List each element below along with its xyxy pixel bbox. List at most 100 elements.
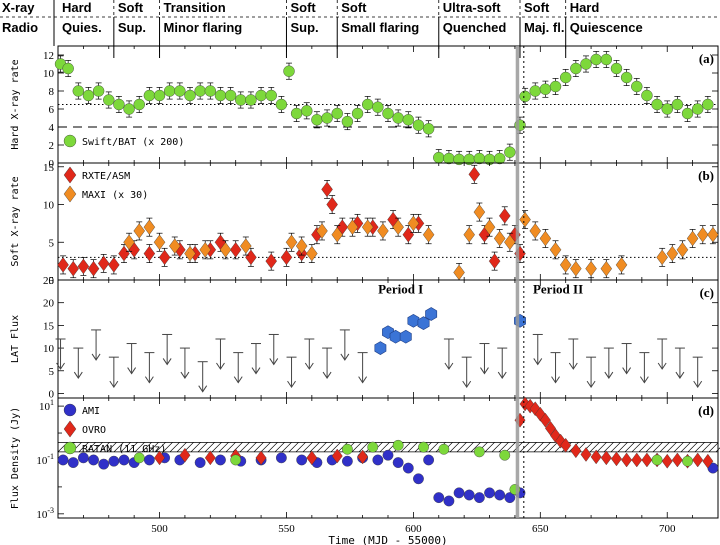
legend-label: OVRO: [82, 425, 106, 436]
data-point-diamond: [402, 226, 415, 243]
data-point-diamond: [143, 219, 156, 235]
band-hatch: [218, 442, 229, 453]
data-point-circle: [311, 114, 323, 126]
data-point-diamond: [463, 226, 475, 243]
data-point-diamond: [661, 453, 673, 469]
data-point-circle: [184, 89, 196, 102]
data-point-diamond: [184, 245, 196, 262]
data-point-diamond: [570, 260, 582, 277]
band-hatch: [267, 442, 278, 453]
data-point-circle: [361, 98, 374, 111]
band-hatch: [190, 442, 201, 453]
band-hatch: [547, 442, 558, 453]
data-point-circle: [549, 80, 562, 93]
upper-limit-arrow: [304, 362, 314, 370]
data-point-circle: [661, 103, 673, 115]
data-point-circle: [204, 85, 217, 97]
data-point-circle: [265, 89, 277, 102]
y-tick-label: 15: [43, 162, 55, 174]
data-point-diamond: [158, 249, 171, 266]
data-point-diamond: [493, 230, 506, 247]
band-hatch: [211, 442, 222, 453]
data-point-circle: [372, 454, 384, 466]
upper-limit-arrow: [91, 353, 101, 361]
y-tick-label: 20: [43, 298, 55, 310]
data-point-diamond: [590, 449, 602, 465]
data-point-circle: [423, 454, 435, 466]
data-point-circle: [681, 107, 694, 120]
upper-limit-arrow: [144, 376, 154, 384]
band-hatch: [288, 442, 299, 453]
data-point-circle: [63, 403, 77, 417]
band-hatch: [148, 442, 159, 453]
data-point-circle: [92, 85, 105, 97]
data-point-circle: [433, 151, 445, 164]
data-point-circle: [682, 455, 693, 467]
y-tick-label: 5: [49, 366, 55, 378]
y-tick-label: 10: [43, 343, 55, 355]
data-point-circle: [382, 449, 394, 461]
data-point-diamond: [692, 452, 704, 468]
data-point-circle: [418, 441, 429, 453]
band-hatch: [295, 442, 306, 453]
data-point-circle: [290, 107, 303, 120]
data-point-circle: [98, 458, 110, 470]
data-point-diamond: [631, 452, 643, 468]
legend-label: RATAN (11 GHz): [82, 444, 166, 455]
band-hatch: [260, 442, 271, 453]
data-point-diamond: [534, 406, 546, 422]
data-point-circle: [153, 89, 166, 102]
band-hatch: [624, 442, 635, 453]
data-point-circle: [194, 457, 206, 468]
data-point-circle: [382, 107, 394, 120]
data-point-diamond: [108, 257, 120, 273]
upper-limit-arrow: [109, 380, 119, 389]
data-point-diamond: [280, 249, 293, 266]
upper-limit-arrow: [551, 376, 560, 384]
band-hatch: [162, 442, 173, 453]
y-tick-label: 2: [49, 140, 55, 152]
data-point-diamond: [559, 257, 572, 273]
band-hatch: [379, 442, 390, 453]
data-point-diamond: [179, 447, 191, 463]
data-point-diamond: [707, 226, 719, 243]
band-hatch: [309, 442, 320, 453]
data-point-diamond: [702, 453, 714, 469]
data-point-circle: [275, 98, 288, 111]
data-point-circle: [671, 98, 684, 111]
upper-limit-arrow: [639, 376, 649, 384]
band-hatch: [407, 442, 418, 453]
data-point-diamond: [316, 223, 328, 239]
band-hatch: [659, 442, 670, 453]
data-point-diamond: [295, 238, 308, 254]
data-point-circle: [214, 89, 227, 102]
data-point-circle: [539, 83, 552, 95]
radio-state-label: Quies.: [62, 20, 102, 35]
band-hatch: [505, 442, 516, 453]
series-detections: [374, 307, 526, 355]
data-point-circle: [341, 455, 353, 467]
data-point-circle: [163, 85, 176, 97]
data-point-circle: [63, 441, 77, 455]
data-point-diamond: [331, 448, 343, 464]
data-point-diamond: [245, 249, 257, 266]
data-point-circle: [651, 98, 663, 111]
upper-limit-arrow: [198, 385, 208, 393]
data-point-diamond: [504, 234, 516, 251]
data-point-circle: [392, 439, 404, 451]
data-point-circle: [283, 65, 295, 77]
y-axis-label: Soft X-ray rate: [10, 176, 21, 266]
data-point-circle: [438, 443, 450, 455]
upper-limit-arrow: [251, 367, 261, 375]
data-point-circle: [580, 58, 592, 70]
data-point-circle: [402, 462, 414, 474]
data-point-diamond: [229, 242, 242, 258]
band-hatch: [694, 442, 705, 453]
data-point-circle: [559, 71, 572, 84]
data-point-circle: [341, 443, 353, 455]
data-point-diamond: [321, 181, 333, 198]
data-point-diamond: [671, 452, 683, 468]
data-point-circle: [235, 94, 247, 106]
data-point-diamond: [326, 196, 338, 213]
